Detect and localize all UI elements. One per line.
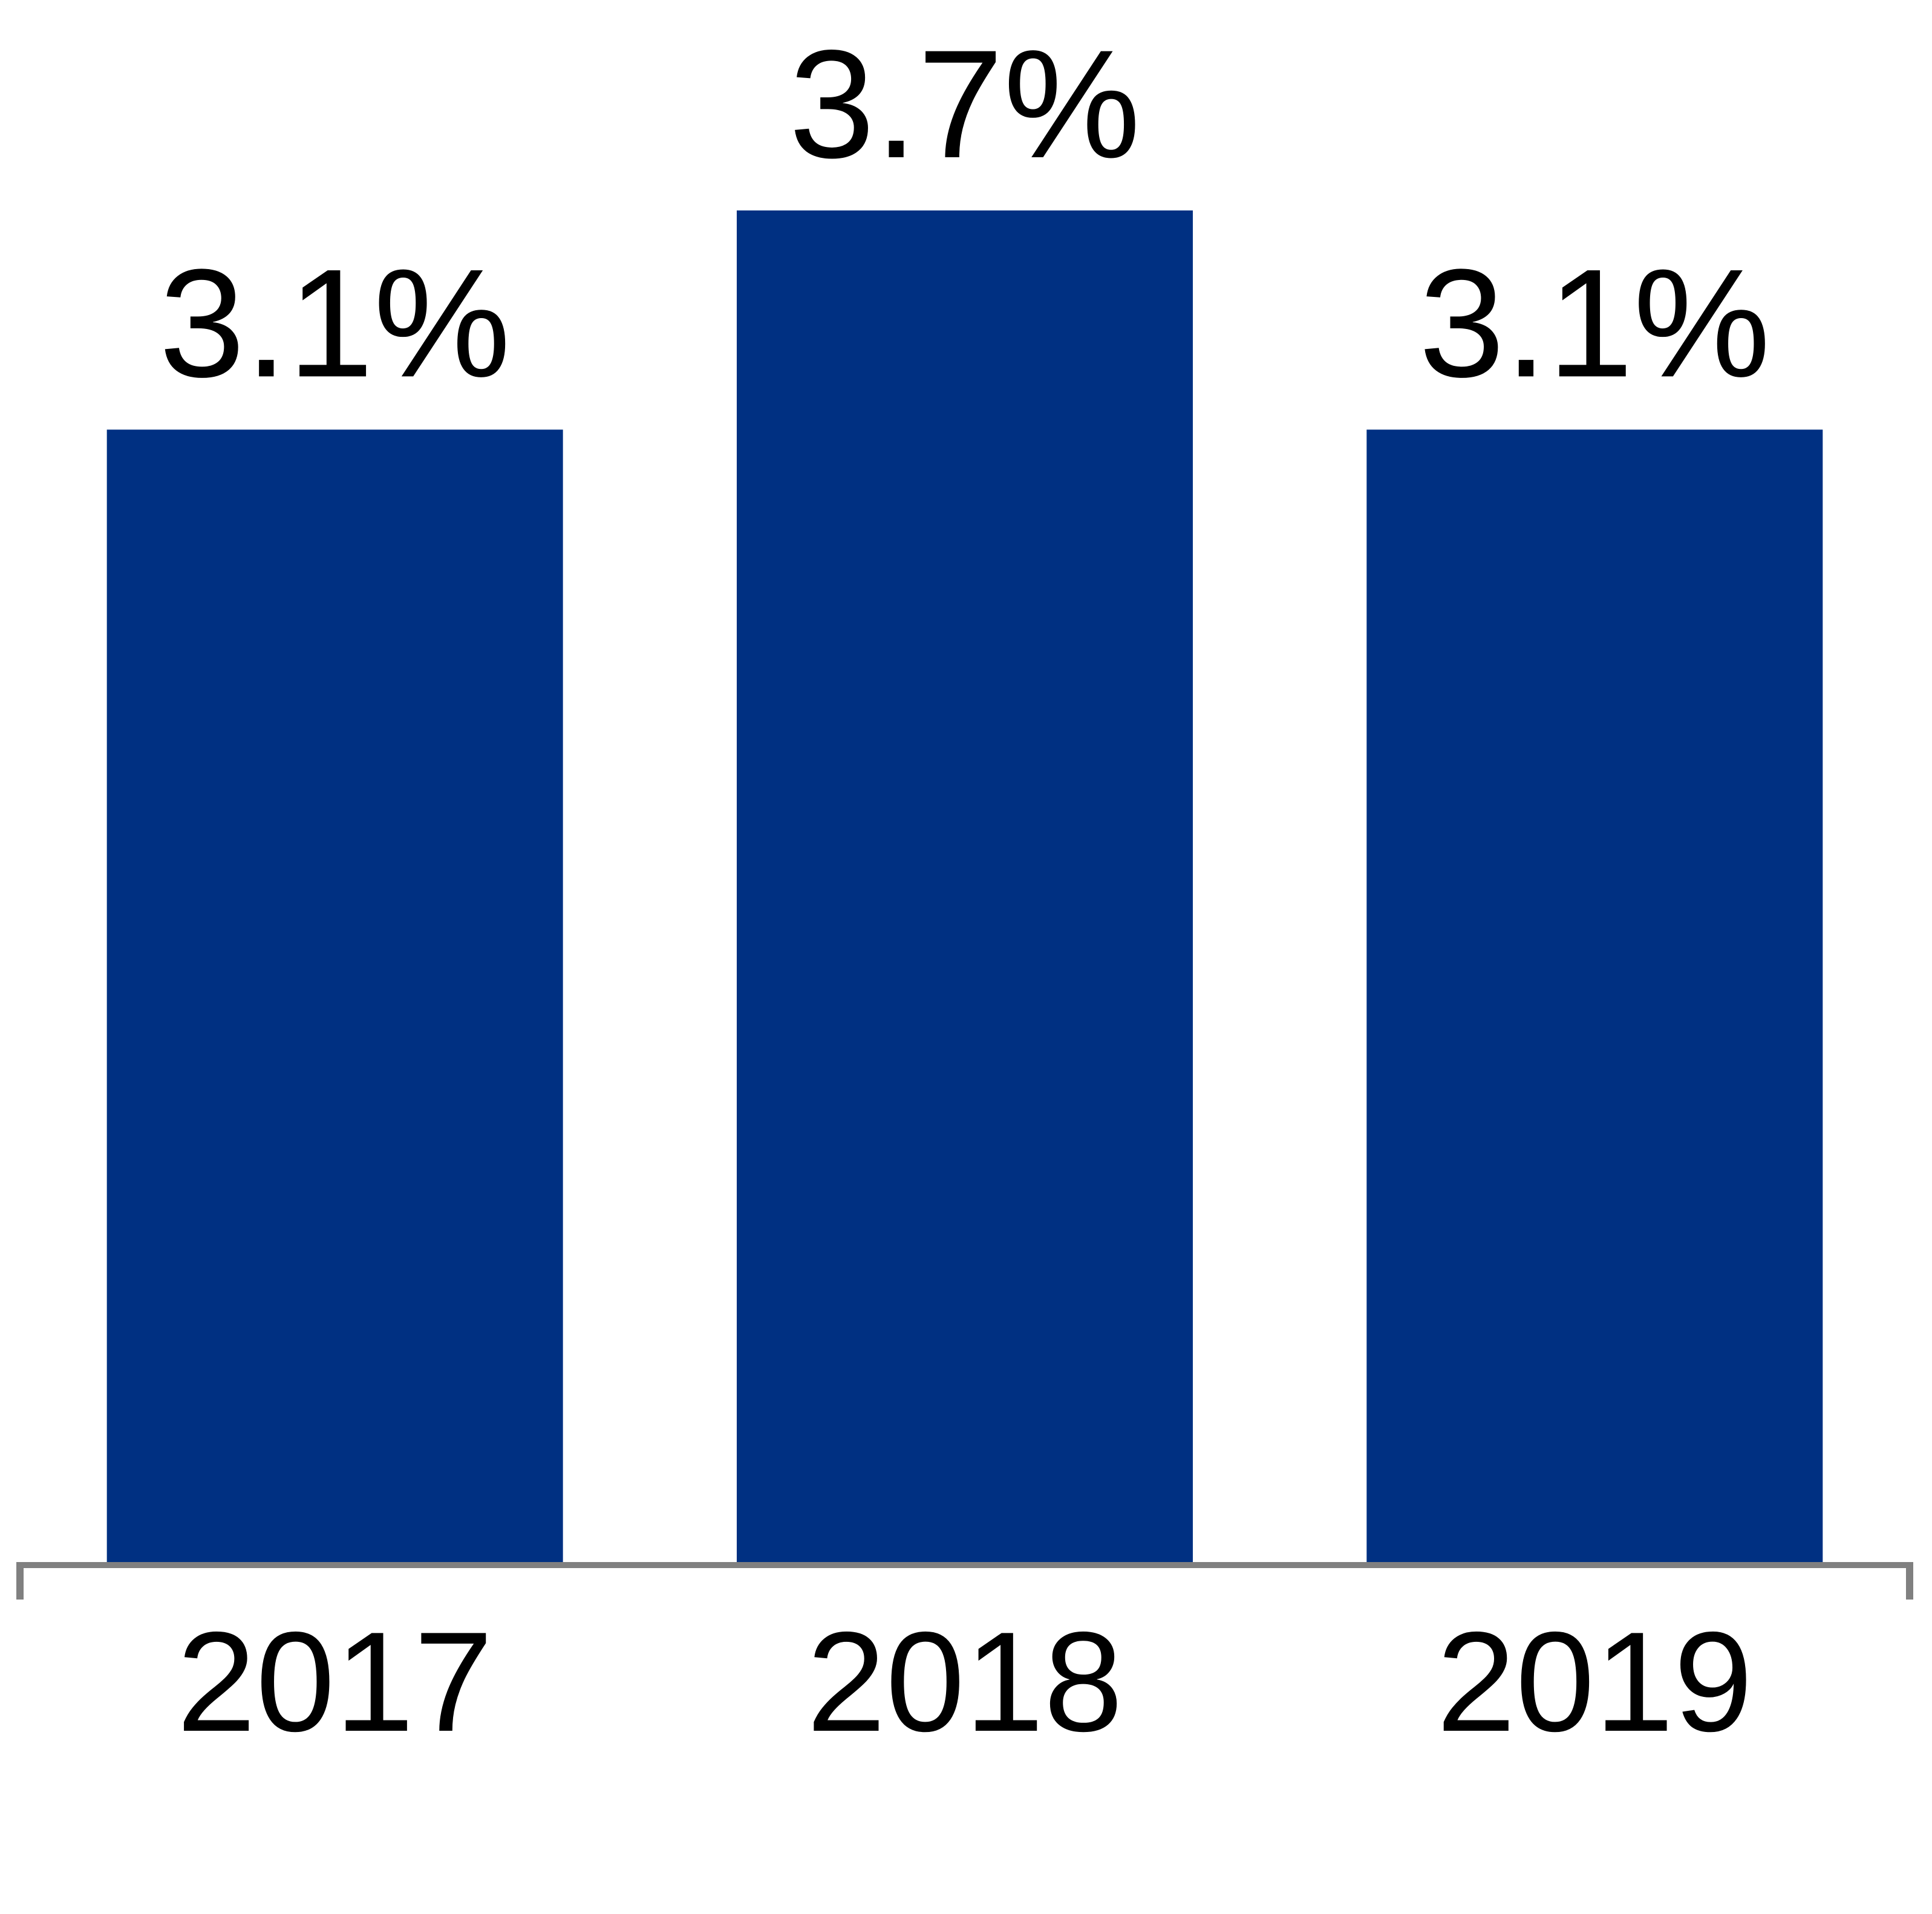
x-tick-label: 2019 [1437,1602,1753,1761]
data-label: 3.7% [789,18,1140,190]
data-label: 3.1% [1419,237,1770,409]
x-tick-label: 2018 [807,1602,1123,1761]
x-tick-label: 2017 [177,1602,493,1761]
category-axis [16,1562,1913,1600]
bar [106,429,563,1563]
plot-area [106,210,1823,1563]
bar [1366,429,1823,1563]
bar [737,210,1193,1562]
data-label: 3.1% [159,237,511,409]
